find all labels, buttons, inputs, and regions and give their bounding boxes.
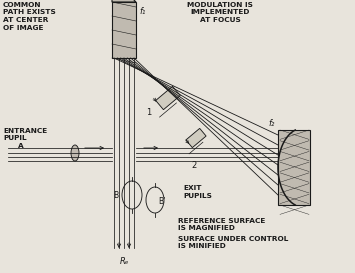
Polygon shape (112, 0, 136, 2)
Polygon shape (186, 128, 206, 148)
Text: B’: B’ (158, 197, 165, 206)
Text: ENTRANCE
PUPIL: ENTRANCE PUPIL (3, 128, 47, 141)
Text: B: B (113, 191, 118, 200)
Text: SURFACE UNDER CONTROL
IS MINIFIED: SURFACE UNDER CONTROL IS MINIFIED (178, 236, 288, 250)
Polygon shape (156, 86, 180, 110)
Bar (278, 130, 310, 205)
Text: MODULATION IS
IMPLEMENTED
AT FOCUS: MODULATION IS IMPLEMENTED AT FOCUS (187, 2, 253, 23)
Text: Rₑ: Rₑ (119, 257, 129, 266)
Text: 1: 1 (146, 108, 151, 117)
Text: f₁: f₁ (139, 7, 146, 16)
Text: A: A (18, 143, 24, 149)
Text: REFERENCE SURFACE
IS MAGNIFIED: REFERENCE SURFACE IS MAGNIFIED (178, 218, 266, 232)
Ellipse shape (71, 145, 79, 161)
Text: COMMON
PATH EXISTS
AT CENTER
OF IMAGE: COMMON PATH EXISTS AT CENTER OF IMAGE (3, 2, 56, 31)
Text: 2: 2 (191, 161, 196, 170)
Bar (112, 2, 136, 58)
Text: EXIT
PUPILS: EXIT PUPILS (183, 185, 212, 198)
Text: f₂: f₂ (269, 119, 275, 128)
